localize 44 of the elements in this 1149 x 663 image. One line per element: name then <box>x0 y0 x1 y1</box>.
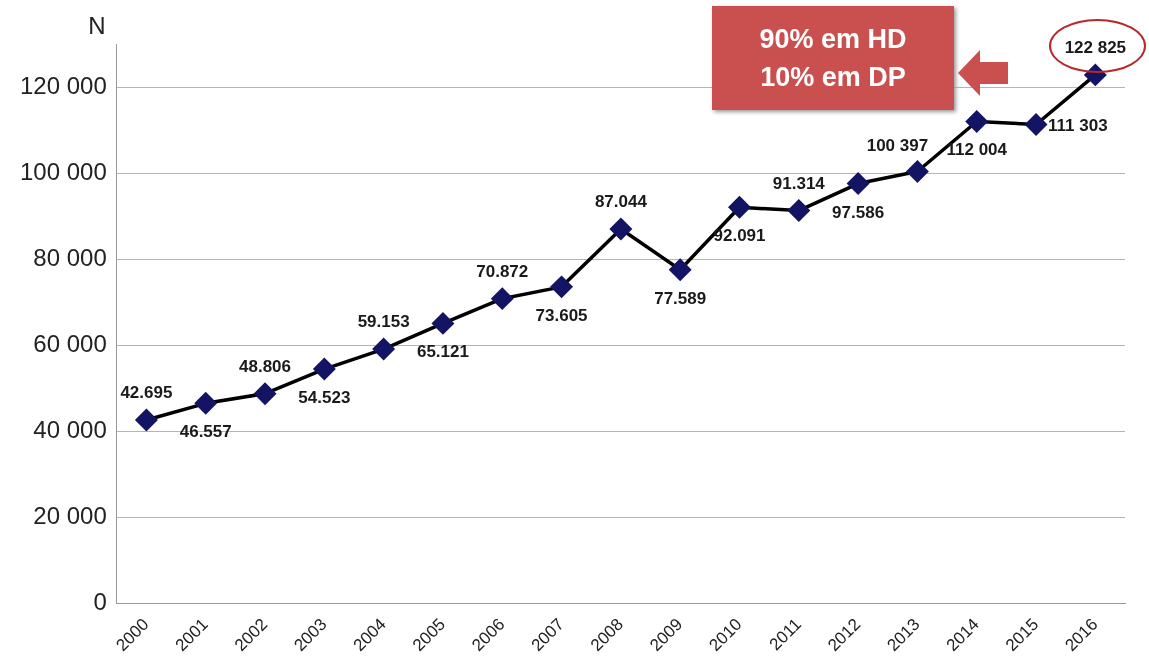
y-tick-label: 80 000 <box>33 243 107 271</box>
data-label: 92.091 <box>713 226 766 246</box>
data-label: 65.121 <box>416 342 469 362</box>
data-label: 54.523 <box>298 388 351 408</box>
annotation: 10% em DP <box>760 61 906 94</box>
y-axis-title: N <box>88 12 106 39</box>
data-label: 77.589 <box>654 288 707 308</box>
point <box>1025 113 1047 136</box>
data-label: 73.605 <box>535 305 588 325</box>
point <box>194 392 217 415</box>
data-label: 46.557 <box>179 422 232 442</box>
note-box: 90% em HD 10% em DP <box>712 6 954 110</box>
point <box>788 199 810 222</box>
point <box>313 358 336 380</box>
annotation: 90% em HD <box>759 23 907 56</box>
point <box>254 382 276 405</box>
data-label: 112 004 <box>946 140 1008 160</box>
y-tick-label: 20 000 <box>33 502 107 530</box>
point <box>728 196 751 218</box>
point <box>550 276 573 298</box>
data-label: 91.314 <box>772 173 826 193</box>
point <box>491 287 514 310</box>
y-tick-label: 60 000 <box>33 330 107 358</box>
y-tick-label: 120 000 <box>19 71 107 99</box>
data-label: 48.806 <box>239 356 292 376</box>
data-label: 70.872 <box>476 261 529 281</box>
point <box>610 218 632 240</box>
data-label: 59.153 <box>357 312 410 332</box>
point <box>432 312 454 335</box>
data-label: 100 397 <box>866 136 929 156</box>
point <box>847 172 869 195</box>
point <box>669 258 691 281</box>
point <box>965 110 988 133</box>
y-tick-label: 40 000 <box>33 416 107 444</box>
data-label: 87.044 <box>594 191 648 211</box>
data-label: 111 303 <box>1048 115 1108 135</box>
data-label: 42.695 <box>120 382 173 402</box>
point <box>135 409 158 431</box>
point <box>906 160 929 183</box>
y-tick-label: 100 000 <box>19 157 107 185</box>
data-label: 97.586 <box>832 202 885 222</box>
point <box>372 338 395 360</box>
data-label: 122 825 <box>1064 37 1127 57</box>
y-tick-label: 0 <box>93 588 107 616</box>
